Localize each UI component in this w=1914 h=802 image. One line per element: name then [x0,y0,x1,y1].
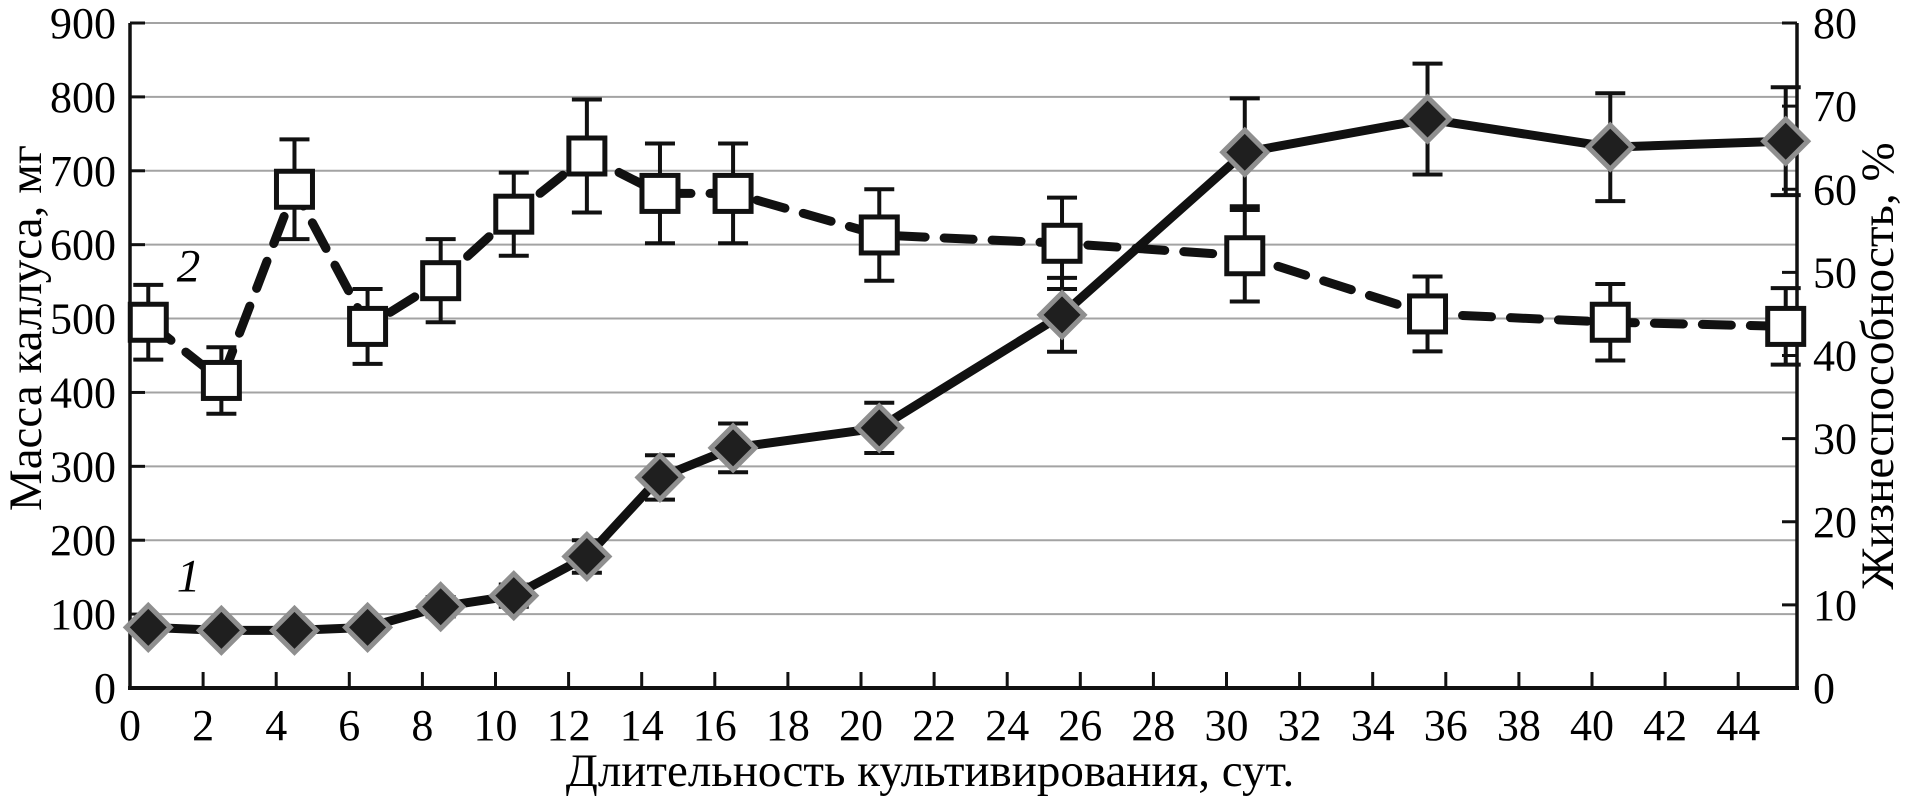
y-axis-title-left: Масса каллуса, мг [0,144,52,512]
square-marker [273,168,315,210]
series-1-label: 1 [177,551,201,603]
x-tick-label: 6 [338,701,360,750]
square-marker [200,359,242,401]
x-tick-label: 16 [693,701,737,750]
square-marker [127,301,169,343]
diamond-marker [1401,93,1454,145]
diamond-marker [195,604,247,656]
y-right-tick-label: 40 [1813,332,1857,381]
y-right-tick-label: 70 [1813,82,1857,131]
y-right-tick-label: 30 [1813,415,1857,464]
square-marker [493,193,535,235]
square-marker [347,305,389,347]
diamond-marker [1036,289,1088,341]
square-marker [1224,235,1266,277]
x-tick-label: 14 [620,701,664,750]
square-marker [1765,305,1807,347]
x-tick-label: 12 [547,701,591,750]
x-tick-label: 20 [839,701,883,750]
y-left-tick-label: 800 [50,73,116,122]
x-tick-label: 24 [985,701,1029,750]
x-tick-label: 0 [119,701,141,750]
y-right-tick-label: 60 [1813,165,1857,214]
y-right-tick-label: 0 [1813,664,1835,713]
y-right-tick-label: 50 [1813,248,1857,297]
square-marker [712,172,754,214]
x-tick-label: 40 [1570,701,1614,750]
square-marker [420,260,462,302]
diamond-marker [561,530,613,583]
x-tick-label: 36 [1424,701,1468,750]
diamond-marker [122,601,174,653]
diamond-marker [488,570,540,622]
diamond-marker [268,604,321,656]
x-tick-label: 28 [1131,701,1175,750]
y-left-tick-label: 700 [50,147,116,196]
y-left-tick-label: 100 [50,590,116,639]
y-left-tick-label: 200 [50,516,116,565]
x-tick-label: 2 [192,701,214,750]
y-left-tick-label: 300 [50,442,116,491]
x-axis-title: Длительность культивирования, сут. [565,745,1295,797]
y-left-tick-label: 500 [50,295,116,344]
x-tick-label: 26 [1058,701,1102,750]
diamond-marker [342,601,394,653]
square-marker [639,172,681,214]
series-1-line [143,114,1791,635]
diamond-marker [634,451,686,503]
x-tick-label: 32 [1278,701,1322,750]
x-tick-label: 30 [1205,701,1249,750]
diamond-marker [1584,121,1636,173]
y-left-tick-label: 600 [50,221,116,270]
diamond-marker [1760,115,1812,167]
series-2-label: 2 [177,241,201,293]
square-marker [1407,293,1449,335]
diamond-marker [853,402,905,454]
square-marker [1589,301,1631,343]
x-tick-label: 44 [1716,701,1760,750]
y-axis-title-right: Жизнеспособность, % [1852,142,1904,590]
x-tick-label: 10 [474,701,518,750]
diamond-marker [707,422,759,474]
y-left-tick-label: 0 [94,664,116,713]
square-marker [1041,222,1083,264]
x-tick-label: 38 [1497,701,1541,750]
x-tick-label: 22 [912,701,956,750]
y-right-tick-label: 10 [1813,581,1857,630]
square-marker [858,214,900,256]
x-tick-label: 18 [766,701,810,750]
x-tick-label: 34 [1351,701,1395,750]
diamond-marker [415,581,467,633]
x-tick-label: 42 [1643,701,1687,750]
square-marker [566,135,608,177]
x-tick-label: 8 [411,701,433,750]
y-right-tick-label: 80 [1813,0,1857,48]
y-left-tick-label: 900 [50,0,116,48]
diamond-marker [1219,126,1271,178]
y-right-tick-label: 20 [1813,498,1857,547]
y-left-tick-label: 400 [50,368,116,417]
x-tick-label: 4 [265,701,287,750]
series-2-line [143,151,1791,385]
